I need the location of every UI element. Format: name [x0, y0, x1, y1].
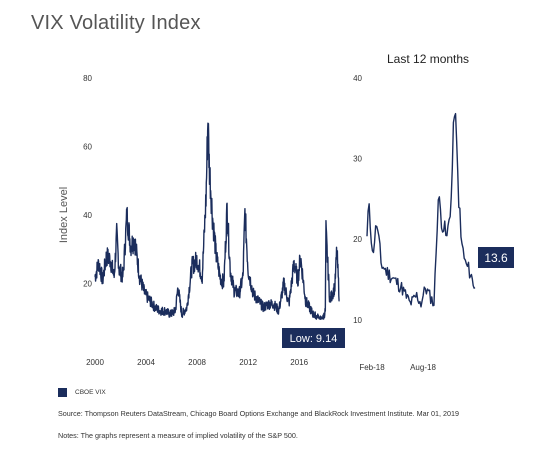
legend-swatch	[58, 388, 67, 397]
y-axis-label: Index Level	[58, 187, 70, 243]
left-y-tick-label: 20	[83, 280, 92, 289]
right-series-line	[366, 112, 476, 308]
left-x-tick-label: 2008	[188, 358, 206, 367]
low-annotation-label: Low: 9.14	[290, 333, 338, 345]
current-value-box	[478, 247, 514, 268]
left-y-tick-label: 40	[83, 211, 92, 220]
left-series-line	[94, 122, 340, 320]
right-x-tick-label: Aug-18	[410, 363, 436, 372]
left-y-tick-label: 80	[83, 74, 92, 83]
notes-text: Notes: The graphs represent a measure of…	[58, 431, 298, 440]
right-y-tick-label: 20	[353, 235, 362, 244]
right-y-tick-label: 30	[353, 155, 362, 164]
legend: CBOE VIX	[58, 388, 106, 397]
left-x-tick-label: 2000	[86, 358, 104, 367]
left-y-tick-label: 60	[83, 143, 92, 152]
source-note: Source: Thompson Reuters DataStream, Chi…	[58, 409, 459, 418]
chart-subtitle: Last 12 months	[387, 52, 470, 66]
right-y-tick-label: 10	[353, 316, 362, 325]
right-y-tick-label: 40	[353, 74, 362, 83]
low-annotation-box	[282, 328, 345, 348]
chart-title: VIX Volatility Index	[31, 12, 201, 34]
left-x-tick-label: 2016	[290, 358, 308, 367]
left-x-tick-label: 2012	[239, 358, 257, 367]
current-value-label: 13.6	[484, 251, 508, 265]
left-x-tick-label: 2004	[137, 358, 155, 367]
legend-label: CBOE VIX	[75, 389, 106, 396]
right-x-tick-label: Feb-18	[359, 363, 385, 372]
